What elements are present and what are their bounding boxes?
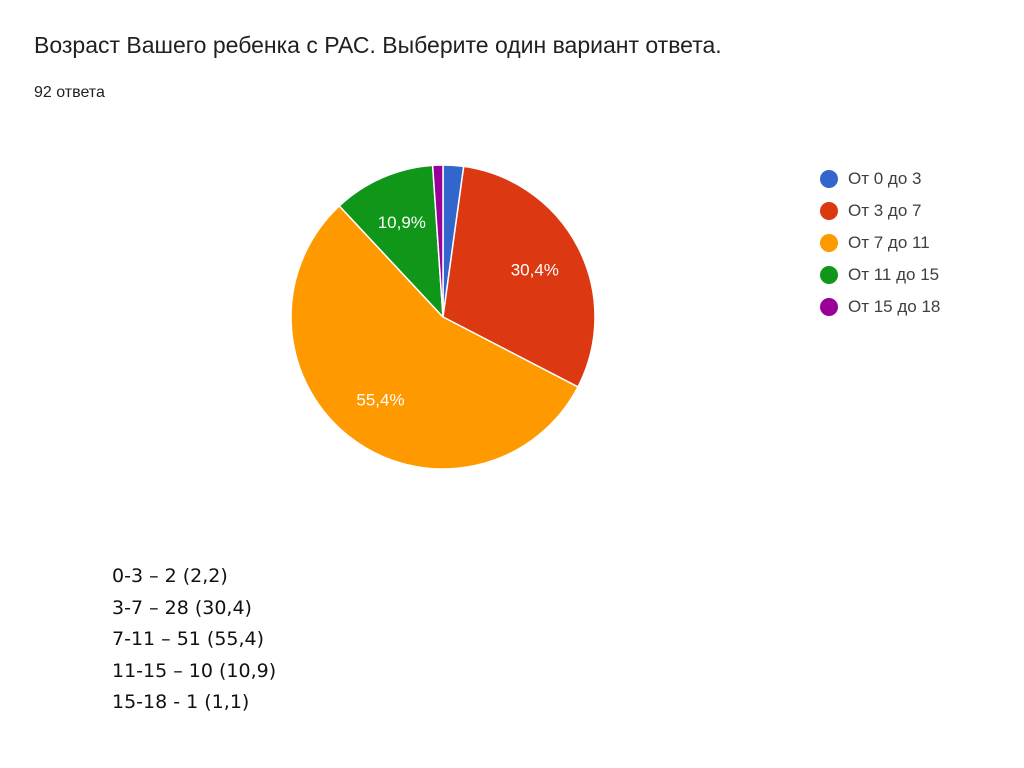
- legend-swatch: [820, 234, 838, 252]
- legend-item-2: От 3 до 7: [820, 195, 940, 227]
- summary-line-3: 7-11 – 51 (55,4): [112, 628, 265, 650]
- summary-line-2: 3-7 – 28 (30,4): [112, 596, 252, 619]
- pie-slices: [290, 164, 596, 470]
- legend-item-4: От 11 до 15: [820, 259, 940, 291]
- slice-label-4: 10,9%: [378, 213, 426, 232]
- legend-item-3: От 7 до 11: [820, 227, 940, 259]
- pie-slice-4: [338, 164, 444, 318]
- legend-item-1: От 0 до 3: [820, 163, 940, 195]
- pie-slice-3: [290, 205, 579, 470]
- legend-label: От 11 до 15: [848, 265, 940, 284]
- legend-label: От 7 до 11: [848, 233, 930, 252]
- pie-labels: 30,4% 55,4% 10,9%: [356, 213, 559, 409]
- legend-item-5: От 15 до 18: [820, 291, 940, 323]
- legend-swatch: [820, 266, 838, 284]
- slice-label-2: 30,4%: [511, 260, 559, 279]
- pie-slice-5: [431, 164, 444, 318]
- summary-line-4: 11-15 – 10 (10,9): [112, 659, 277, 682]
- summary-list: 0-3 – 2 (2,2) 3-7 – 28 (30,4) 7-11 – 51 (5…: [112, 561, 276, 719]
- legend-label: От 3 до 7: [848, 201, 922, 220]
- legend-swatch: [820, 202, 838, 220]
- legend-label: От 15 до 18: [848, 297, 941, 316]
- legend-swatch: [820, 170, 838, 188]
- chart-legend: От 0 до 3 От 3 до 7 От 7 до 11 От 11 до 15 О…: [820, 163, 940, 323]
- chart-title: Возраст Вашего ребенка с РАС. Выберите о…: [34, 32, 722, 58]
- legend-swatch: [820, 298, 838, 316]
- summary-line-5: 15-18 - 1 (1,1): [112, 691, 250, 713]
- pie-slice-2: [442, 165, 596, 388]
- legend-label: От 0 до 3: [848, 169, 922, 188]
- response-count: 92 ответа: [34, 84, 105, 101]
- summary-line-1: 0-3 – 2 (2,2): [112, 565, 228, 587]
- slice-label-3: 55,4%: [356, 390, 404, 409]
